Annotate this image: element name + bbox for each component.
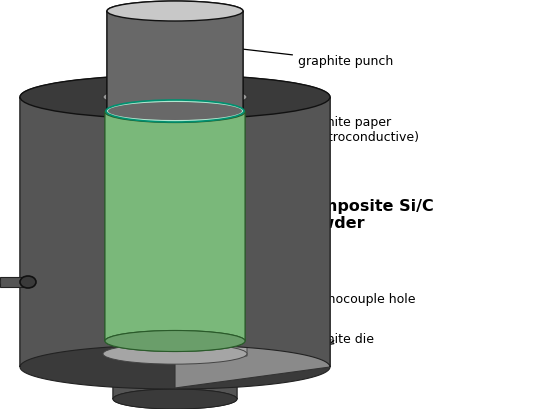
Polygon shape — [113, 357, 237, 399]
Ellipse shape — [107, 2, 243, 22]
Ellipse shape — [108, 103, 242, 121]
Text: graphite die: graphite die — [298, 333, 374, 346]
Polygon shape — [119, 223, 231, 294]
Ellipse shape — [105, 102, 245, 123]
Polygon shape — [105, 102, 245, 341]
Polygon shape — [175, 108, 247, 357]
Ellipse shape — [119, 125, 231, 141]
Ellipse shape — [113, 389, 237, 409]
Polygon shape — [20, 98, 330, 389]
Ellipse shape — [20, 276, 36, 288]
Ellipse shape — [103, 87, 247, 109]
Polygon shape — [119, 294, 231, 342]
Ellipse shape — [103, 344, 247, 364]
Polygon shape — [20, 76, 330, 367]
Ellipse shape — [106, 101, 244, 123]
Text: graphite paper
(electroconductive): graphite paper (electroconductive) — [228, 116, 420, 144]
Polygon shape — [107, 12, 243, 122]
Text: graphite punch: graphite punch — [220, 45, 393, 68]
Polygon shape — [175, 77, 330, 388]
Polygon shape — [107, 2, 243, 112]
Polygon shape — [119, 286, 231, 334]
Polygon shape — [119, 133, 231, 239]
Ellipse shape — [105, 331, 245, 352]
Polygon shape — [119, 231, 231, 302]
Polygon shape — [113, 367, 237, 409]
Polygon shape — [119, 125, 231, 231]
Text: Composite Si/C
powder: Composite Si/C powder — [207, 198, 434, 263]
Ellipse shape — [20, 76, 330, 120]
Ellipse shape — [119, 223, 231, 239]
Polygon shape — [105, 113, 245, 352]
Polygon shape — [0, 277, 23, 287]
Text: thermocouple hole: thermocouple hole — [49, 280, 416, 306]
